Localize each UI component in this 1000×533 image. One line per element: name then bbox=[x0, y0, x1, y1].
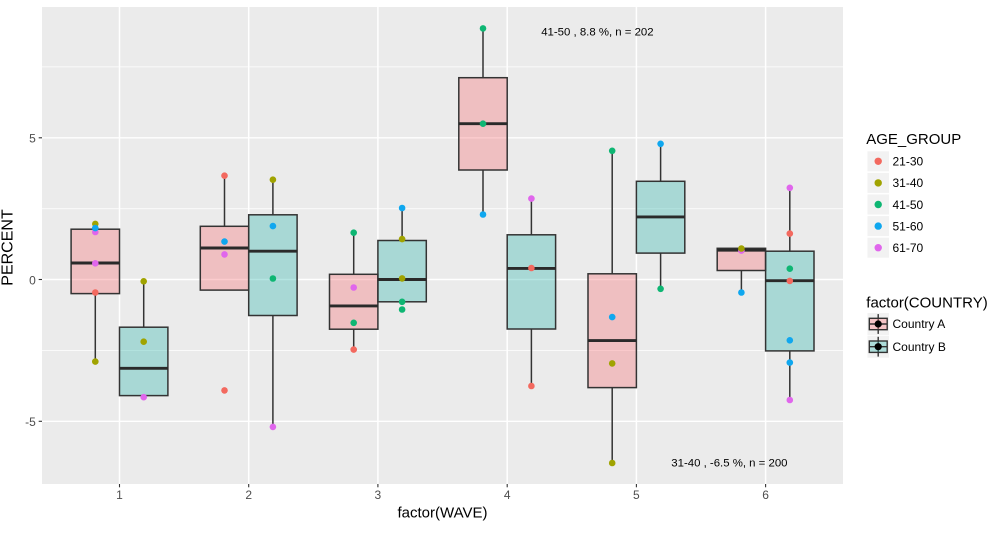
svg-text:61-70: 61-70 bbox=[893, 241, 924, 255]
svg-text:31-40: 31-40 bbox=[893, 176, 924, 190]
svg-text:6: 6 bbox=[762, 488, 769, 502]
svg-text:41-50: 41-50 bbox=[893, 198, 924, 212]
svg-text:factor(COUNTRY): factor(COUNTRY) bbox=[866, 294, 987, 311]
svg-text:4: 4 bbox=[504, 488, 511, 502]
svg-text:Country A: Country A bbox=[893, 317, 946, 331]
svg-text:AGE_GROUP: AGE_GROUP bbox=[866, 131, 961, 148]
svg-text:1: 1 bbox=[116, 488, 123, 502]
svg-text:Country B: Country B bbox=[893, 340, 946, 354]
svg-text:5: 5 bbox=[633, 488, 640, 502]
svg-text:factor(WAVE): factor(WAVE) bbox=[397, 504, 487, 521]
svg-text:31-40 , -6.5 %, n = 200: 31-40 , -6.5 %, n = 200 bbox=[671, 457, 787, 469]
svg-text:51-60: 51-60 bbox=[893, 219, 924, 233]
svg-text:21-30: 21-30 bbox=[893, 155, 924, 169]
svg-text:5: 5 bbox=[29, 132, 36, 146]
svg-text:2: 2 bbox=[245, 488, 252, 502]
svg-text:0: 0 bbox=[29, 273, 36, 287]
svg-text:-5: -5 bbox=[25, 415, 36, 429]
svg-text:PERCENT: PERCENT bbox=[0, 209, 17, 286]
svg-text:3: 3 bbox=[375, 488, 382, 502]
svg-text:41-50 , 8.8 %, n = 202: 41-50 , 8.8 %, n = 202 bbox=[541, 26, 653, 38]
